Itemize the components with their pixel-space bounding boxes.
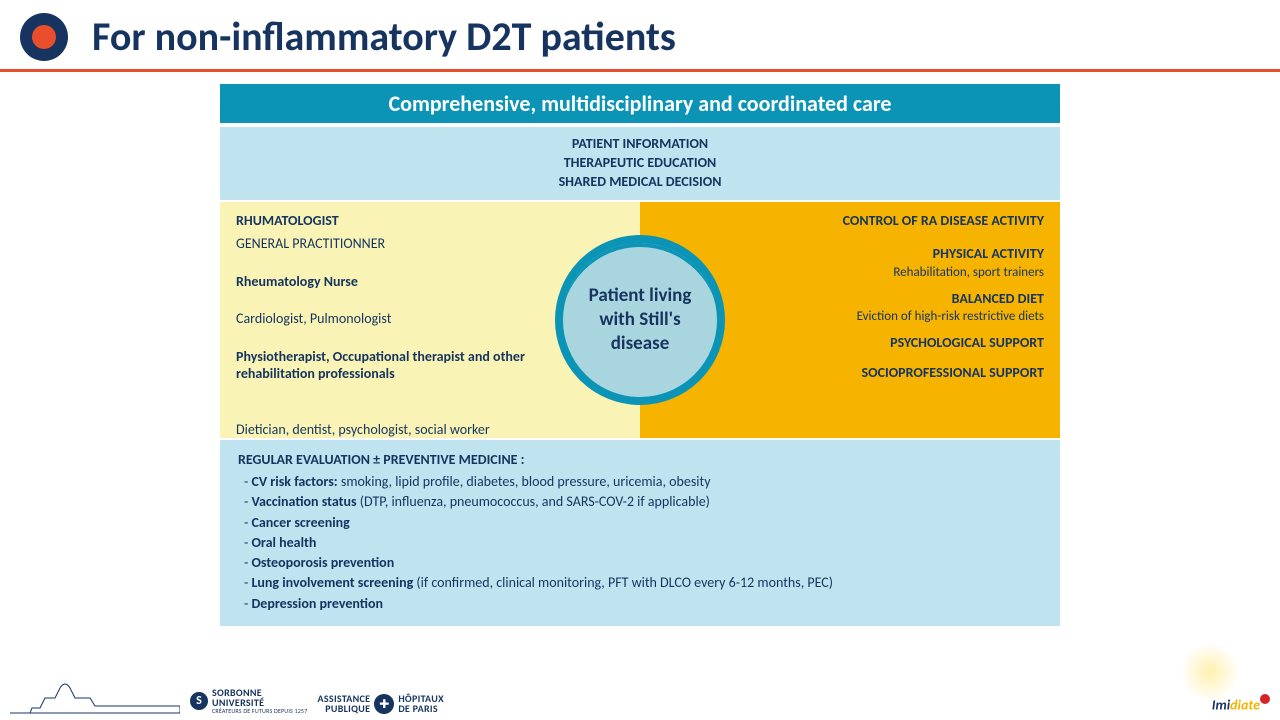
- bullet-inner-icon: [32, 25, 56, 49]
- skyline-icon: [10, 678, 180, 714]
- band-sub-line: SHARED MEDICAL DECISION: [220, 173, 1060, 192]
- left-item: Physiotherapist, Occupational therapist …: [236, 348, 536, 383]
- bottom-item: Osteoporosis prevention: [244, 553, 1042, 573]
- left-item: RHUMATOLOGIST: [236, 212, 624, 230]
- slide-title: For non-inflammatory D2T patients: [92, 12, 676, 61]
- band-sub-line: THERAPEUTIC EDUCATION: [220, 154, 1060, 173]
- right-item: SOCIOPROFESSIONAL SUPPORT: [656, 364, 1044, 382]
- bottom-item: CV risk factors: smoking, lipid profile,…: [244, 472, 1042, 492]
- bottom-item: Vaccination status (DTP, influenza, pneu…: [244, 492, 1042, 512]
- sorbonne-tagline: CRÉATEURS DE FUTURS DEPUIS 1257: [212, 708, 308, 714]
- aphp-icon: ✚: [374, 694, 394, 714]
- bottom-item: Lung involvement screening (if confirmed…: [244, 573, 1042, 593]
- aphp-line: PUBLIQUE: [318, 704, 371, 714]
- bottom-item: Cancer screening: [244, 513, 1042, 533]
- bullet-icon: [20, 13, 68, 61]
- red-dot-icon: [1260, 694, 1270, 704]
- bottom-item: Depression prevention: [244, 594, 1042, 614]
- sorbonne-logo: S SORBONNE UNIVERSITÉ CRÉATEURS DE FUTUR…: [190, 688, 308, 714]
- diagram: Comprehensive, multidisciplinary and coo…: [220, 84, 1060, 626]
- bottom-item: Oral health: [244, 533, 1042, 553]
- band-top: Comprehensive, multidisciplinary and coo…: [220, 84, 1060, 123]
- center-circle: Patient living with Still's disease: [555, 235, 725, 405]
- left-item: GENERAL PRACTITIONNER: [236, 235, 624, 253]
- slide-header: For non-inflammatory D2T patients: [0, 0, 1280, 69]
- right-item: CONTROL OF RA DISEASE ACTIVITY: [656, 212, 1044, 230]
- band-bottom: REGULAR EVALUATION ± PREVENTIVE MEDICINE…: [220, 440, 1060, 626]
- mid-panel: RHUMATOLOGIST GENERAL PRACTITIONNER Rheu…: [220, 202, 1060, 438]
- footer: S SORBONNE UNIVERSITÉ CRÉATEURS DE FUTUR…: [10, 678, 1270, 714]
- right-item: PHYSICAL ACTIVITY: [656, 245, 1044, 263]
- footer-left: S SORBONNE UNIVERSITÉ CRÉATEURS DE FUTUR…: [10, 678, 444, 714]
- bottom-heading: REGULAR EVALUATION ± PREVENTIVE MEDICINE…: [238, 450, 1042, 470]
- imidiate-logo: Imidiate: [1212, 694, 1270, 714]
- band-sub: PATIENT INFORMATION THERAPEUTIC EDUCATIO…: [220, 127, 1060, 200]
- band-sub-line: PATIENT INFORMATION: [220, 135, 1060, 154]
- left-item: Dietician, dentist, psychologist, social…: [236, 421, 624, 439]
- aphp-logo: ASSISTANCE PUBLIQUE ✚ HÔPITAUX DE PARIS: [318, 694, 444, 714]
- sorbonne-icon: S: [190, 692, 208, 710]
- divider-rule: [0, 69, 1280, 72]
- aphp-line: DE PARIS: [398, 704, 444, 714]
- bottom-list: CV risk factors: smoking, lipid profile,…: [238, 472, 1042, 614]
